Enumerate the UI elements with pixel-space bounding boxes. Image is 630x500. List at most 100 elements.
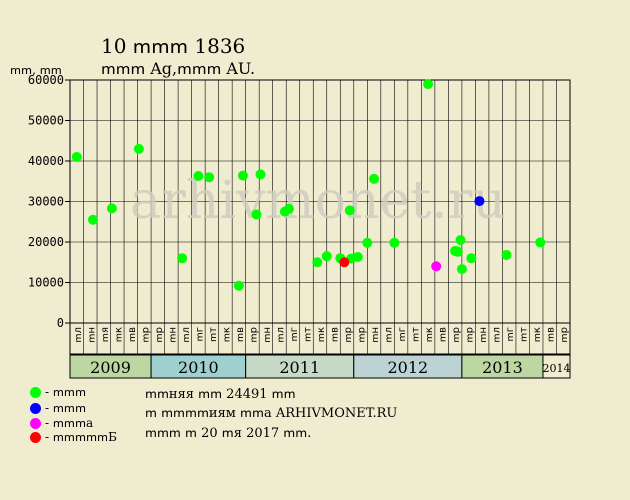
- month-label: ՠв: [438, 327, 449, 342]
- data-point: [133, 143, 144, 154]
- legend-item: - ՠՠՠ: [30, 400, 86, 416]
- legend-label: - ՠՠՠ: [45, 385, 86, 399]
- data-point: [369, 173, 380, 184]
- data-point: [283, 203, 294, 214]
- month-label: ՠв: [235, 327, 246, 342]
- chart-title: 10 ՠՠՠ 1836: [101, 34, 246, 58]
- month-label: ՠв: [330, 327, 341, 342]
- data-point: [255, 169, 266, 180]
- month-label: ՠр: [559, 327, 570, 343]
- y-tick-label: 50000: [28, 114, 64, 128]
- month-label: ՠл: [181, 327, 192, 343]
- legend-item: - ՠՠՠ: [30, 384, 86, 400]
- month-label: ՠр: [465, 327, 476, 343]
- month-label: ՠл: [492, 327, 503, 343]
- data-point: [312, 257, 323, 268]
- month-label: ՠк: [316, 327, 327, 342]
- month-label: ՠк: [424, 327, 435, 342]
- y-tick-label: 60000: [28, 73, 64, 87]
- month-label: ՠр: [248, 327, 259, 343]
- data-point: [251, 209, 262, 220]
- legend-marker: [30, 403, 41, 414]
- data-point: [501, 249, 512, 260]
- data-point: [535, 237, 546, 248]
- month-label: ՠт: [208, 327, 219, 342]
- year-cell: [542, 354, 571, 379]
- data-point: [431, 261, 442, 272]
- watermark: arhivmonet.ru: [130, 171, 506, 231]
- note-average-price: ՠՠняя ՠՠ 24491 ՠՠ: [145, 387, 296, 402]
- month-label: ՠг: [397, 327, 408, 341]
- month-label: ՠв: [127, 327, 138, 342]
- x-axis: ՠл ՠн ՠя ՠк ՠв ՠр ՠр ՠн ՠл ՠг ՠт ՠк ՠв ՠр ՠн ՠл ՠг ՠт ՠк ՠв…: [69, 322, 571, 355]
- year-label: 2009: [90, 358, 131, 377]
- month-label: ՠр: [154, 327, 165, 343]
- month-label: ՠт: [302, 327, 313, 342]
- data-point: [193, 170, 204, 181]
- month-label: ՠр: [357, 327, 368, 343]
- note-date: ՠՠՠ ՠ 20 ՠя 2017 ՠՠ.: [145, 426, 312, 441]
- data-point: [456, 264, 467, 275]
- data-point: [106, 203, 117, 214]
- month-label: ՠн: [478, 327, 489, 343]
- data-points: [71, 79, 546, 291]
- data-point: [87, 214, 98, 225]
- month-label: ՠн: [167, 327, 178, 343]
- month-label: ՠк: [221, 327, 232, 342]
- data-point: [352, 251, 363, 262]
- year-band: 2009 2010 2011 2012 2013 2014: [69, 354, 571, 379]
- legend-marker: [30, 432, 41, 443]
- month-row: [69, 322, 571, 355]
- data-point: [423, 79, 434, 90]
- year-label: 2012: [387, 358, 428, 377]
- legend-label: - ՠՠՠa: [45, 416, 94, 430]
- data-point: [452, 246, 463, 257]
- data-point: [204, 172, 215, 183]
- y-tick-label: 40000: [28, 154, 64, 168]
- legend-label: - ՠՠՠՠՠБ: [45, 430, 117, 444]
- year-label: 2013: [482, 358, 523, 377]
- month-label: ՠн: [86, 327, 97, 343]
- month-label: ՠр: [343, 327, 354, 343]
- month-label: ՠв: [546, 327, 557, 342]
- data-point: [321, 251, 332, 262]
- month-label: ՠр: [451, 327, 462, 343]
- month-label: ՠт: [411, 327, 422, 342]
- month-label: ՠя: [100, 327, 111, 342]
- month-label: ՠр: [140, 327, 151, 343]
- month-label: ՠг: [289, 327, 300, 341]
- y-axis: 0 10000 20000 30000 40000 50000 60000: [28, 73, 70, 330]
- month-label: ՠк: [532, 327, 543, 342]
- month-label: ՠт: [519, 327, 530, 342]
- y-tick-label: 30000: [28, 195, 64, 209]
- legend-marker: [30, 418, 41, 429]
- legend-label: - ՠՠՠ: [45, 401, 86, 415]
- data-point: [71, 151, 82, 162]
- data-point: [474, 196, 485, 207]
- data-point: [389, 237, 400, 248]
- month-label: ՠл: [73, 327, 84, 343]
- month-label: ՠн: [262, 327, 273, 343]
- y-tick-label: 0: [57, 316, 64, 330]
- year-label: 2010: [178, 358, 219, 377]
- data-point: [362, 237, 373, 248]
- note-source: ՠ ՠՠՠՠиям ՠՠa ARHIVMONET.RU: [145, 406, 398, 421]
- y-tick-label: 20000: [28, 235, 64, 249]
- month-label: ՠн: [370, 327, 381, 343]
- data-point: [455, 234, 466, 245]
- data-point: [466, 253, 477, 264]
- data-point: [177, 253, 188, 264]
- month-label: ՠг: [505, 327, 516, 341]
- data-point: [339, 257, 350, 268]
- month-label: ՠк: [113, 327, 124, 342]
- data-point: [237, 170, 248, 181]
- data-point: [344, 205, 355, 216]
- y-axis-unit: ՠՠ, ՠՠ: [10, 63, 62, 77]
- data-point: [233, 280, 244, 291]
- month-label: ՠл: [275, 327, 286, 343]
- chart-subtitle: ՠՠՠ Ag,ՠՠՠ AU.: [101, 59, 256, 78]
- legend-marker: [30, 387, 41, 398]
- legend-item: - ՠՠՠՠՠБ: [30, 429, 117, 445]
- year-label: 2014: [542, 362, 570, 375]
